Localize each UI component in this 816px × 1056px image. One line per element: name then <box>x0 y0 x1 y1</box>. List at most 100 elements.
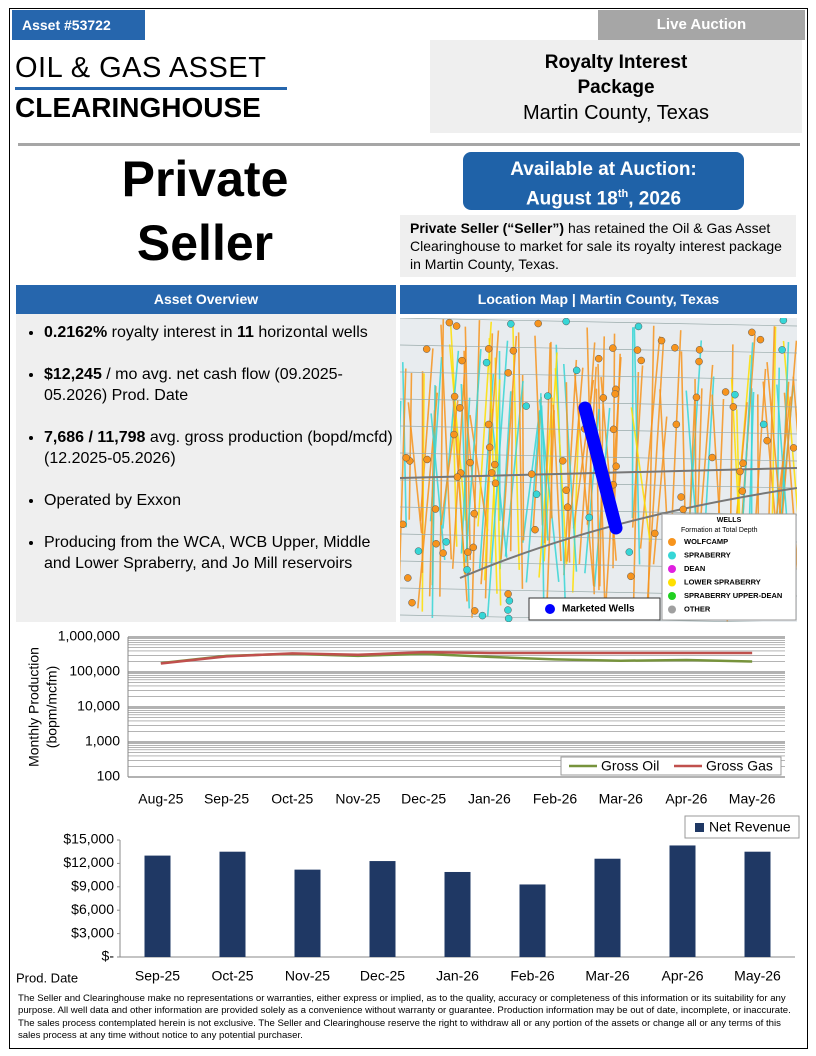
map-road <box>400 344 797 354</box>
map-well <box>731 390 739 399</box>
map-well <box>738 487 747 495</box>
map-well <box>562 318 570 326</box>
intro-bold: Private Seller (“Seller”) <box>410 220 565 236</box>
map-well <box>471 607 479 615</box>
x-tick-label: Mar-26 <box>585 968 630 984</box>
map-well <box>671 344 679 352</box>
y-tick-label: $- <box>102 948 115 964</box>
x-tick-label: May-26 <box>729 791 776 807</box>
bar <box>219 851 246 957</box>
map-legend-label: LOWER SPRABERRY <box>684 577 761 586</box>
map-lateral <box>464 349 482 563</box>
x-tick-label: Jan-26 <box>436 968 479 984</box>
map-well <box>431 505 440 513</box>
map-well <box>625 548 634 556</box>
map-well <box>453 473 462 481</box>
map-well <box>469 543 478 552</box>
map-road <box>400 425 797 435</box>
map-well <box>450 430 458 439</box>
map-legend-swatch <box>668 605 676 614</box>
map-well <box>485 443 494 452</box>
map-well <box>458 356 466 365</box>
bullet: $12,245 / mo avg. net cash flow (09.2025… <box>44 364 396 406</box>
map-well <box>534 319 542 328</box>
disclaimer: The Seller and Clearinghouse make no rep… <box>18 993 791 1042</box>
map-well <box>611 390 619 398</box>
map-well <box>527 470 536 478</box>
y-axis-label: Monthly Production <box>26 647 42 767</box>
map-legend-swatch <box>668 592 676 600</box>
map-legend-label: WOLFCAMP <box>684 537 728 546</box>
map-well <box>612 462 620 471</box>
map-well <box>400 520 407 529</box>
package-box: Royalty Interest Package Martin County, … <box>430 40 802 133</box>
x-tick-label: Dec-25 <box>401 791 446 807</box>
map-lateral <box>401 362 408 528</box>
map-well <box>509 346 518 355</box>
bar <box>294 869 321 957</box>
map-legend-title: WELLS <box>717 517 742 524</box>
map-lateral <box>442 350 460 529</box>
map-lateral <box>571 410 581 593</box>
map-well <box>484 420 493 429</box>
y-axis-label: (bopm/mcfm) <box>44 666 60 748</box>
map-lateral <box>646 339 665 602</box>
legend-label: Gross Oil <box>601 758 659 774</box>
map-lateral <box>480 330 500 585</box>
bar <box>594 858 621 957</box>
overview-heading: Asset Overview <box>16 285 396 314</box>
map-legend-box <box>661 513 797 621</box>
map-legend-label: OTHER <box>684 604 711 613</box>
logo-line2: CLEARINGHOUSE <box>15 92 261 123</box>
bullet-text: Producing from the WCA, WCB Upper, Middl… <box>44 534 375 572</box>
auction-date: August 18th, 2026 <box>463 182 744 211</box>
map-well <box>491 460 499 469</box>
location-map: WELLS Formation at Total Depth WOLFCAMP SPR… <box>400 318 797 622</box>
map-well <box>637 356 645 365</box>
map-lateral <box>534 335 544 526</box>
package-location: Martin County, Texas <box>522 102 709 124</box>
map-well <box>532 490 541 499</box>
map-well <box>450 392 459 401</box>
map-legend-swatch <box>668 538 676 546</box>
x-tick-label: Apr-26 <box>661 968 703 984</box>
y-tick-label: 10,000 <box>77 698 120 714</box>
marketed-wells <box>578 401 623 535</box>
map-well <box>504 369 512 377</box>
y-tick-label: 1,000,000 <box>58 628 120 644</box>
map-well <box>504 614 513 622</box>
bullet-text: 11 <box>237 324 254 341</box>
map-well <box>695 346 704 354</box>
map-lateral <box>440 400 459 526</box>
map-well <box>763 436 771 445</box>
x-tick-label: Nov-25 <box>285 968 330 984</box>
map-legend-swatch <box>668 565 676 573</box>
map-well <box>657 336 666 345</box>
bar <box>669 845 696 957</box>
legend-box <box>684 815 800 839</box>
map-legend-label: SPRABERRY <box>684 550 731 559</box>
map-lateral <box>408 372 413 520</box>
map-well <box>422 345 431 353</box>
intro: Private Seller (“Seller”) has retained t… <box>400 215 796 277</box>
x-tick-label: Dec-25 <box>360 968 405 984</box>
map-well <box>759 420 768 429</box>
map-lateral <box>631 365 644 528</box>
map-legend-swatch <box>668 578 676 587</box>
legend-box <box>560 756 782 776</box>
x-tick-label: Feb-26 <box>533 791 578 807</box>
map-lateral <box>525 409 541 583</box>
map-well <box>482 358 491 367</box>
intro-text: has retained the Oil & Gas Asset Clearin… <box>410 220 782 272</box>
map-well <box>736 467 744 476</box>
map-well <box>677 493 685 501</box>
y-tick-label: $12,000 <box>63 854 114 870</box>
bullet-text: $12,245 <box>44 366 102 383</box>
map-well <box>505 597 514 605</box>
bar <box>144 855 171 957</box>
map-lateral <box>471 320 481 618</box>
auction-button: Available at Auction: August 18th, 2026 <box>463 152 744 210</box>
auction-line1: Available at Auction: <box>510 159 697 180</box>
map-well <box>708 453 716 462</box>
